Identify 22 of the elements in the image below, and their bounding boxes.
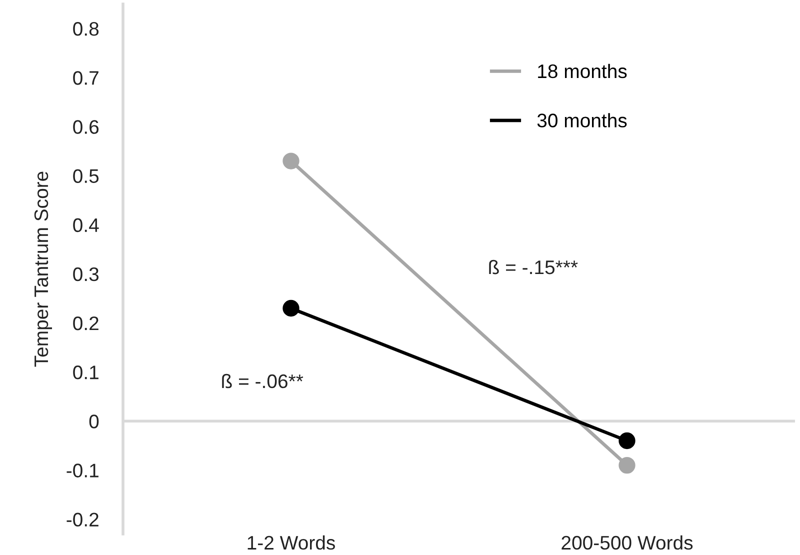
x-tick-label: 1-2 Words [248,535,335,550]
y-tick-label: 0 [89,414,99,428]
y-tick-label: 0.3 [73,267,99,282]
y-tick-label: 0.6 [73,120,99,134]
point [618,456,636,474]
point [282,152,300,170]
legend-label: 18 months [538,64,627,78]
y-tick-label: 0.4 [73,218,99,232]
y-axis-title: Temper Tantrum Score [34,172,52,367]
point [618,432,636,450]
y-tick-label: 0.1 [73,366,98,380]
annotation: ß = -.15*** [489,260,578,274]
annotation: ß = -.06** [222,374,304,388]
y-tick-label: -0.1 [66,464,98,478]
point [282,300,300,317]
y-tick-label: -0.2 [66,512,98,527]
x-tick-label: 200-500 Words [562,535,693,550]
y-tick-label: 0.5 [73,169,99,183]
y-tick-label: 0.7 [73,71,98,85]
legend-label: 30 months [537,113,627,128]
y-tick-label: 0.8 [73,22,99,36]
y-tick-label: 0.2 [73,316,98,330]
